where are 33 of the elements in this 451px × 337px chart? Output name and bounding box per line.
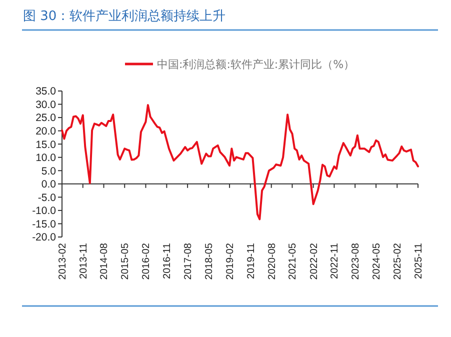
- y-tick-label: -10.0: [32, 205, 56, 218]
- x-tick-label: 2022-11: [330, 242, 341, 279]
- y-tick-label: 25.0: [36, 112, 56, 124]
- chart-title: 图 30：软件产业利润总额持续上升: [23, 9, 226, 24]
- y-tick-label: -20.0: [32, 232, 56, 244]
- x-tick-label: 2019-11: [246, 242, 257, 279]
- y-tick-label: 0.0: [41, 178, 56, 191]
- x-tick-label: 2018-05: [204, 242, 215, 280]
- y-tick-label: 20.0: [36, 125, 56, 138]
- x-tick-label: 2013-02: [58, 242, 68, 280]
- x-tick-label: 2015-05: [120, 242, 132, 280]
- y-tick-label: 35.0: [36, 86, 56, 98]
- x-tick-label: 2013-11: [78, 242, 90, 279]
- x-tick-label: 2022-02: [308, 242, 320, 280]
- x-tick-label: 2023-08: [350, 242, 362, 280]
- x-tick-label: 2016-11: [162, 242, 174, 279]
- y-tick-label: 30.0: [36, 98, 56, 111]
- x-tick-label: 2014-08: [99, 242, 110, 280]
- x-tick-label: 2025-02: [392, 242, 404, 280]
- x-tick-label: 2020-08: [266, 242, 278, 280]
- y-tick-label: -15.0: [32, 218, 56, 230]
- line-series: [61, 104, 419, 220]
- x-tick-label: 2017-08: [183, 242, 194, 280]
- y-tick-label: 15.0: [36, 138, 56, 151]
- x-tick-label: 2019-02: [225, 242, 236, 280]
- y-tick-label: -5.0: [38, 192, 56, 204]
- y-tick-label: 10.0: [36, 152, 56, 164]
- legend-label: 中国:利润总额:软件产业:累计同比（%）: [157, 58, 355, 71]
- x-tick-label: 2024-05: [372, 242, 383, 280]
- x-tick-label: 2025-11: [414, 242, 424, 279]
- y-tick-label: 5.0: [41, 165, 56, 178]
- x-tick-label: 2016-02: [141, 242, 152, 280]
- x-tick-label: 2021-05: [288, 242, 299, 280]
